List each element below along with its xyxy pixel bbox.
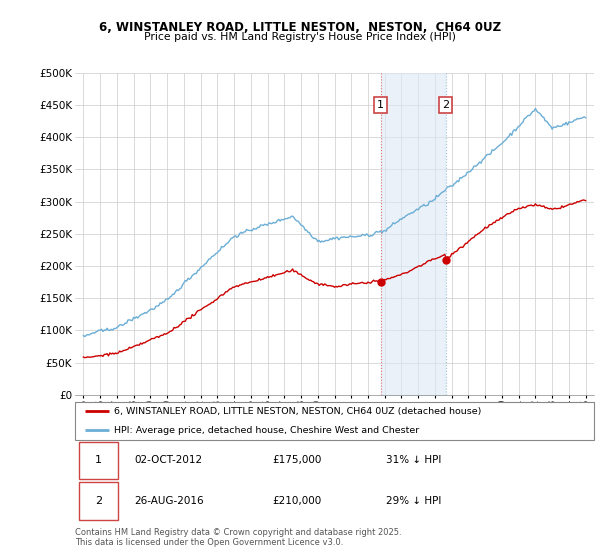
FancyBboxPatch shape	[79, 482, 118, 520]
Text: 2: 2	[442, 100, 449, 110]
Text: 1: 1	[377, 100, 384, 110]
Text: 02-OCT-2012: 02-OCT-2012	[134, 455, 203, 465]
Text: 2: 2	[95, 496, 102, 506]
Text: 6, WINSTANLEY ROAD, LITTLE NESTON,  NESTON,  CH64 0UZ: 6, WINSTANLEY ROAD, LITTLE NESTON, NESTO…	[99, 21, 501, 34]
Text: Contains HM Land Registry data © Crown copyright and database right 2025.
This d: Contains HM Land Registry data © Crown c…	[75, 528, 401, 547]
FancyBboxPatch shape	[79, 442, 118, 479]
Text: Price paid vs. HM Land Registry's House Price Index (HPI): Price paid vs. HM Land Registry's House …	[144, 32, 456, 43]
Text: £175,000: £175,000	[272, 455, 322, 465]
Text: 1: 1	[95, 455, 102, 465]
Text: £210,000: £210,000	[272, 496, 322, 506]
Text: 31% ↓ HPI: 31% ↓ HPI	[386, 455, 442, 465]
Text: HPI: Average price, detached house, Cheshire West and Chester: HPI: Average price, detached house, Ches…	[114, 426, 419, 435]
Text: 29% ↓ HPI: 29% ↓ HPI	[386, 496, 442, 506]
Text: 6, WINSTANLEY ROAD, LITTLE NESTON, NESTON, CH64 0UZ (detached house): 6, WINSTANLEY ROAD, LITTLE NESTON, NESTO…	[114, 407, 481, 416]
FancyBboxPatch shape	[75, 402, 594, 440]
Text: 26-AUG-2016: 26-AUG-2016	[134, 496, 205, 506]
